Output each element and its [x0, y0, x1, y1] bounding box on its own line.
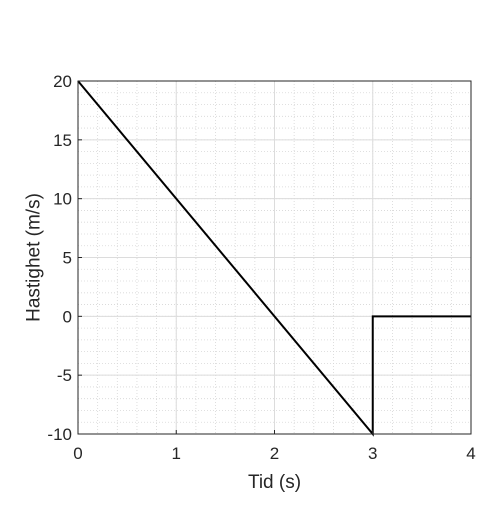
y-tick-label: 15 [53, 131, 72, 150]
x-tick-label: 1 [172, 444, 181, 463]
x-axis-label: Tid (s) [248, 472, 301, 493]
y-tick-label: -5 [57, 366, 72, 385]
y-tick-label: 10 [53, 190, 72, 209]
velocity-series-line [77, 80, 471, 437]
y-axis-label: Hastighet (m/s) [24, 193, 45, 322]
y-tick-label: -10 [47, 425, 72, 444]
x-tick-label: 0 [73, 444, 82, 463]
x-tick-label: 3 [368, 444, 377, 463]
y-axis-ticks: -10 -5 0 5 10 15 20 [47, 72, 82, 444]
x-tick-label: 2 [270, 444, 279, 463]
y-tick-label: 5 [63, 249, 72, 268]
y-tick-label: 0 [63, 307, 72, 326]
y-tick-label: 20 [53, 72, 72, 91]
series-layer [77, 80, 471, 437]
x-tick-label: 4 [466, 444, 475, 463]
x-axis-ticks: 0 1 2 3 4 [73, 430, 476, 463]
